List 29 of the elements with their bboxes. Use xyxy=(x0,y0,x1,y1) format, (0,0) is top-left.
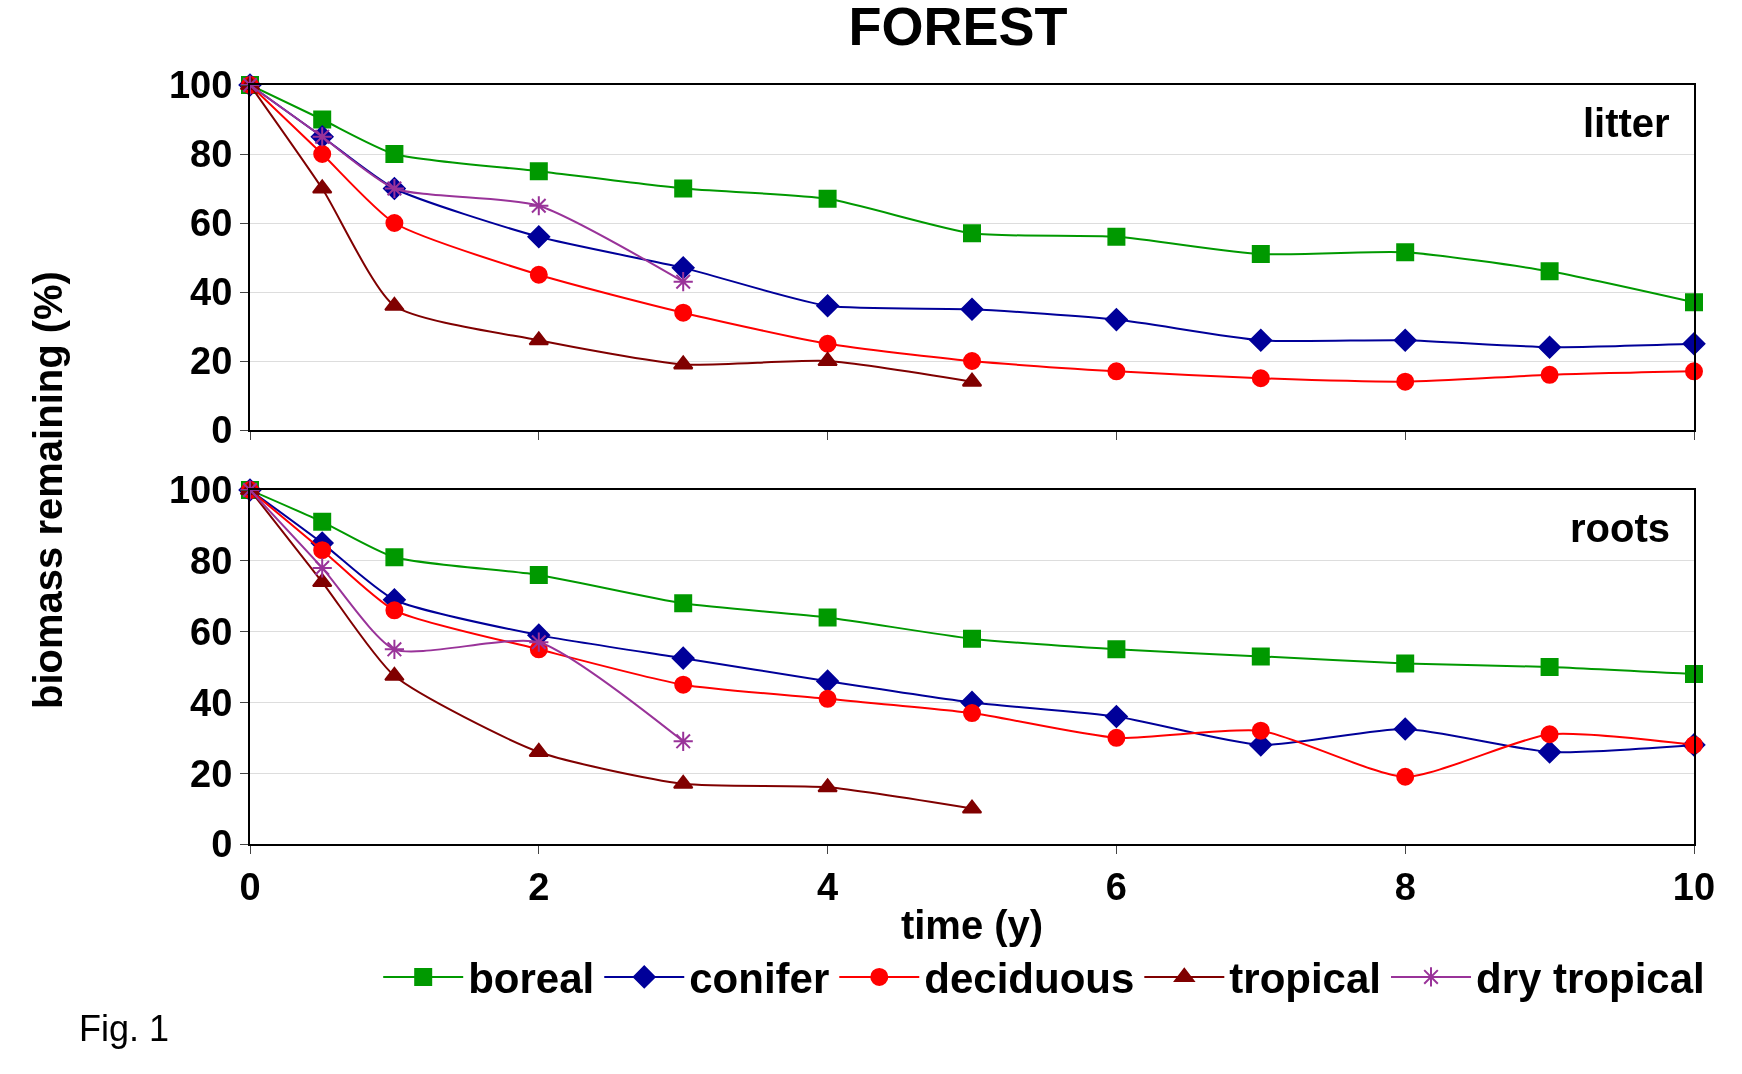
y-axis-title: biomass remaining (%) xyxy=(25,271,71,709)
y-tick-label: 20 xyxy=(190,340,233,383)
y-tick-label: 40 xyxy=(190,681,233,724)
legend-label: dry tropical xyxy=(1476,955,1705,1003)
y-tick-label: 80 xyxy=(190,540,233,583)
y-tick-label: 100 xyxy=(168,469,233,512)
y-tick-label: 60 xyxy=(190,202,233,245)
x-tick-label: 10 xyxy=(1672,865,1716,908)
y-tick-label: 0 xyxy=(211,823,233,866)
annotation: litter xyxy=(1583,101,1670,145)
y-tick-label: 100 xyxy=(168,64,233,107)
x-tick-label: 4 xyxy=(817,865,839,908)
legend-label: deciduous xyxy=(924,955,1135,1003)
legend-label: boreal xyxy=(468,955,595,1003)
y-tick-label: 0 xyxy=(211,409,233,452)
legend-label: conifer xyxy=(689,955,830,1003)
legend-label: tropical xyxy=(1229,955,1382,1003)
annotation: roots xyxy=(1570,506,1670,550)
x-tick-label: 8 xyxy=(1394,865,1416,908)
x-axis-title: time (y) xyxy=(900,902,1044,947)
y-tick-label: 60 xyxy=(190,610,233,653)
caption: Fig. 1 xyxy=(79,1008,170,1049)
x-tick-label: 0 xyxy=(239,865,261,908)
y-tick-label: 40 xyxy=(190,271,233,314)
x-tick-label: 6 xyxy=(1105,865,1127,908)
x-tick-label: 2 xyxy=(528,865,550,908)
y-tick-label: 20 xyxy=(190,752,233,795)
chart-title: FOREST xyxy=(848,0,1068,56)
y-tick-label: 80 xyxy=(190,133,233,176)
